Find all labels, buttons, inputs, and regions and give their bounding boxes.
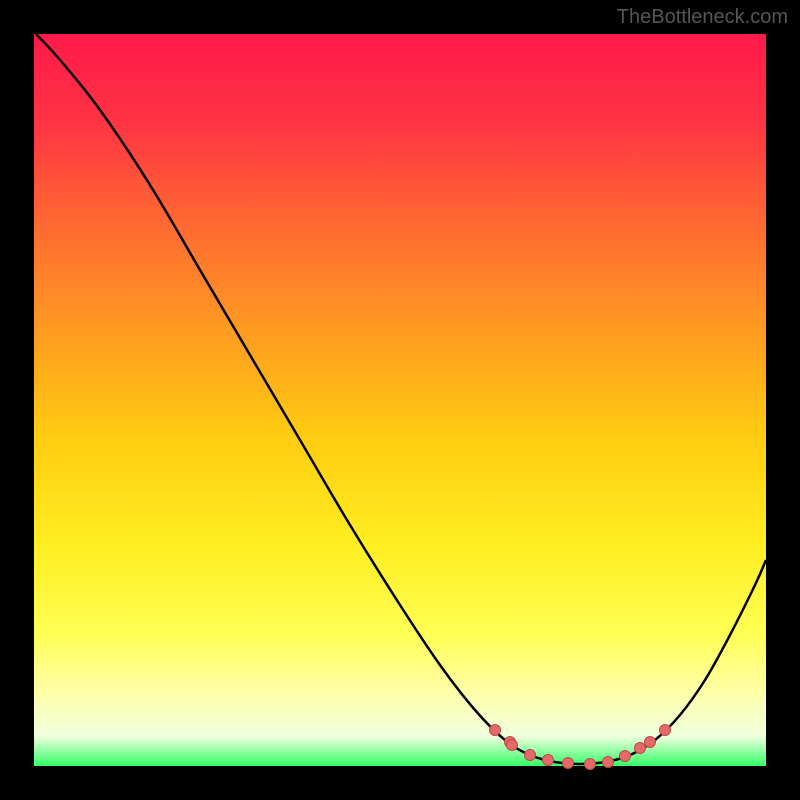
chart-container: TheBottleneck.com [0, 0, 800, 800]
marker-point [562, 757, 574, 769]
marker-point [489, 724, 501, 736]
marker-point [644, 736, 656, 748]
marker-point [602, 756, 614, 768]
marker-point [619, 750, 631, 762]
marker-point [524, 749, 536, 761]
attribution-text: TheBottleneck.com [617, 6, 788, 29]
plot-area [34, 34, 766, 766]
marker-point [506, 739, 518, 751]
marker-point [584, 758, 596, 770]
marker-point [542, 754, 554, 766]
marker-point [659, 724, 671, 736]
